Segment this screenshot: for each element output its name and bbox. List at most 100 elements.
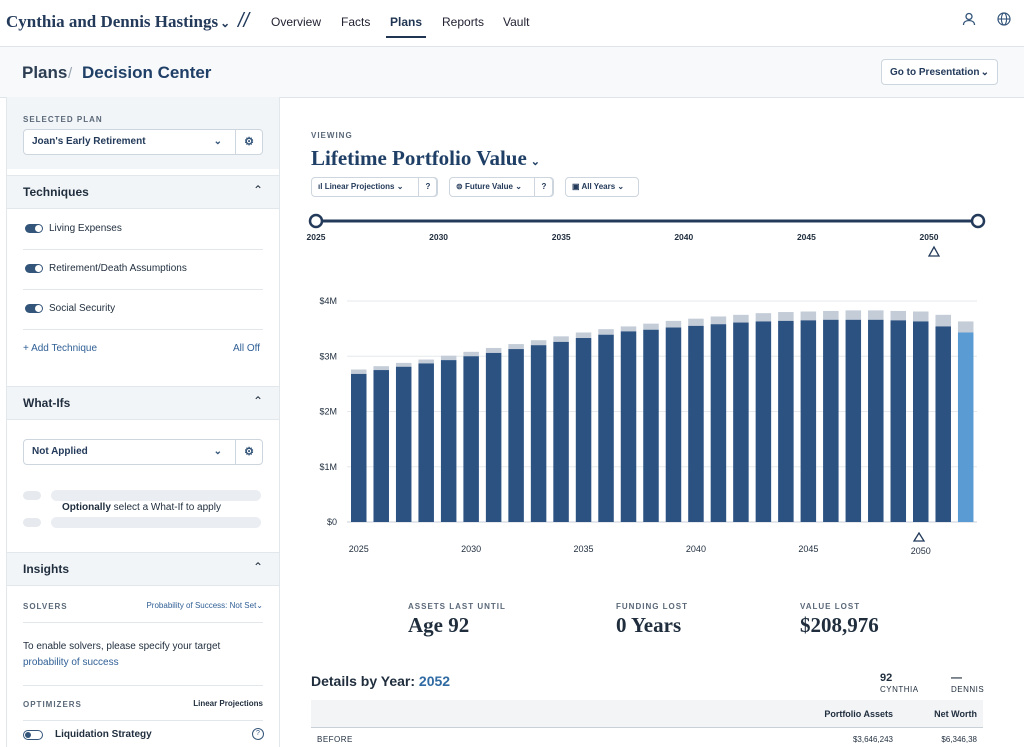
bar-top-segment[interactable] bbox=[508, 344, 524, 350]
bar[interactable] bbox=[710, 324, 727, 522]
bar[interactable] bbox=[688, 325, 704, 522]
view-title-dropdown[interactable]: Lifetime Portfolio Value ⌄ bbox=[311, 146, 540, 171]
bar[interactable] bbox=[845, 319, 862, 522]
bar-top-segment[interactable] bbox=[913, 311, 929, 322]
year-range-slider[interactable]: 2025 2030 2035 2040 2045 2050 bbox=[300, 205, 1000, 265]
gear-icon[interactable]: ⚙ bbox=[235, 440, 262, 464]
bar[interactable] bbox=[935, 326, 951, 522]
placeholder-toggle bbox=[23, 491, 41, 500]
technique-living-expenses[interactable]: Living Expenses bbox=[23, 210, 263, 250]
nav-facts[interactable]: Facts bbox=[341, 15, 371, 29]
technique-retirement-death[interactable]: Retirement/Death Assumptions bbox=[23, 250, 263, 290]
toggle-off-icon[interactable] bbox=[23, 727, 43, 740]
bar[interactable] bbox=[485, 352, 502, 522]
bar[interactable] bbox=[643, 329, 659, 522]
bar[interactable] bbox=[800, 320, 817, 522]
year-range-select[interactable]: ▣ All Years ⌄ bbox=[565, 177, 639, 197]
bar[interactable] bbox=[868, 319, 884, 522]
bar-top-segment[interactable] bbox=[418, 359, 434, 364]
bar[interactable] bbox=[418, 363, 434, 522]
solvers-dropdown[interactable]: Probability of Success: Not Set⌄ bbox=[146, 601, 263, 610]
nav-overview[interactable]: Overview bbox=[271, 15, 322, 29]
bar-top-segment[interactable] bbox=[868, 310, 884, 320]
bar[interactable] bbox=[957, 332, 974, 522]
bar-top-segment[interactable] bbox=[530, 340, 547, 346]
bar-top-segment[interactable] bbox=[598, 329, 614, 335]
household-switcher[interactable]: Cynthia and Dennis Hastings ⌄ bbox=[6, 12, 230, 32]
projection-type-select[interactable]: ıl Linear Projections ⌄ ? bbox=[311, 177, 438, 197]
all-off-link[interactable]: All Off bbox=[233, 343, 261, 354]
details-year[interactable]: 2052 bbox=[418, 673, 451, 689]
bar-top-segment[interactable] bbox=[755, 313, 772, 322]
dennis-name: DENNIS bbox=[951, 685, 985, 694]
bar[interactable] bbox=[620, 331, 637, 522]
bar-top-segment[interactable] bbox=[575, 332, 592, 339]
bar-top-segment[interactable] bbox=[553, 336, 569, 342]
bar-top-segment[interactable] bbox=[485, 347, 502, 353]
col-net-worth[interactable]: Net Worth bbox=[934, 709, 977, 719]
bar[interactable] bbox=[890, 320, 907, 522]
probability-of-success-link[interactable]: probability of success bbox=[23, 657, 119, 668]
bar-top-segment[interactable] bbox=[845, 310, 862, 320]
bar-top-segment[interactable] bbox=[395, 362, 412, 367]
nav-vault[interactable]: Vault bbox=[503, 15, 530, 29]
bar[interactable] bbox=[575, 338, 592, 522]
bar[interactable] bbox=[665, 327, 682, 522]
what-if-hint: Optionally select a What-If to apply bbox=[62, 502, 221, 513]
bar-top-segment[interactable] bbox=[351, 369, 367, 374]
bar-top-segment[interactable] bbox=[800, 311, 817, 321]
add-technique-link[interactable]: + Add Technique bbox=[23, 343, 98, 354]
bar-top-segment[interactable] bbox=[665, 320, 682, 328]
go-to-presentation-button[interactable]: Go to Presentation ⌄ bbox=[881, 59, 998, 85]
value-type-select[interactable]: ⊜ Future Value ⌄ ? bbox=[449, 177, 554, 197]
what-ifs-header[interactable]: What-Ifs ⌃ bbox=[7, 386, 279, 420]
toggle-switch[interactable] bbox=[25, 264, 43, 273]
bar-top-segment[interactable] bbox=[935, 314, 951, 327]
bar[interactable] bbox=[351, 373, 367, 522]
user-icon[interactable] bbox=[960, 12, 978, 30]
bar-top-segment[interactable] bbox=[620, 326, 637, 332]
bar-top-segment[interactable] bbox=[733, 314, 749, 323]
bar-top-segment[interactable] bbox=[957, 321, 974, 333]
bar[interactable] bbox=[823, 319, 839, 522]
bar[interactable] bbox=[778, 320, 794, 522]
bar[interactable] bbox=[598, 334, 614, 522]
help-icon[interactable]: ? bbox=[252, 728, 264, 740]
insights-header[interactable]: Insights ⌃ bbox=[7, 552, 279, 586]
techniques-header[interactable]: Techniques ⌃ bbox=[7, 175, 279, 209]
bar[interactable] bbox=[395, 366, 412, 522]
bar[interactable] bbox=[733, 322, 749, 522]
toggle-switch[interactable] bbox=[25, 304, 43, 313]
bar[interactable] bbox=[530, 345, 547, 522]
bar-top-segment[interactable] bbox=[688, 318, 704, 326]
what-if-select[interactable]: Not Applied ⌄ ⚙ bbox=[23, 439, 263, 465]
bar-top-segment[interactable] bbox=[643, 323, 659, 330]
bar[interactable] bbox=[440, 360, 457, 522]
bar-top-segment[interactable] bbox=[463, 351, 479, 357]
bar-top-segment[interactable] bbox=[440, 355, 457, 361]
bar[interactable] bbox=[463, 356, 479, 522]
bar[interactable] bbox=[373, 370, 389, 522]
slider-end-handle[interactable] bbox=[970, 213, 986, 229]
bar-top-segment[interactable] bbox=[823, 310, 839, 320]
bar-top-segment[interactable] bbox=[890, 310, 907, 321]
bar[interactable] bbox=[553, 341, 569, 522]
help-icon[interactable]: ? bbox=[418, 177, 438, 197]
selected-plan-select[interactable]: Joan's Early Retirement ⌄ ⚙ bbox=[23, 129, 263, 155]
bar[interactable] bbox=[508, 349, 524, 522]
col-portfolio-assets[interactable]: Portfolio Assets bbox=[824, 709, 893, 719]
breadcrumb-plans[interactable]: Plans bbox=[22, 63, 68, 82]
gear-icon[interactable]: ⚙ bbox=[235, 130, 262, 154]
bar[interactable] bbox=[913, 321, 929, 522]
help-icon[interactable]: ? bbox=[534, 177, 554, 197]
bar-top-segment[interactable] bbox=[710, 316, 727, 325]
bar-top-segment[interactable] bbox=[373, 366, 389, 371]
toggle-switch[interactable] bbox=[25, 224, 43, 233]
nav-plans[interactable]: Plans bbox=[385, 15, 427, 38]
slider-start-handle[interactable] bbox=[308, 213, 324, 229]
globe-icon[interactable] bbox=[995, 12, 1013, 30]
bar[interactable] bbox=[755, 321, 772, 522]
nav-reports[interactable]: Reports bbox=[442, 15, 485, 29]
bar-top-segment[interactable] bbox=[778, 312, 794, 321]
technique-social-security[interactable]: Social Security bbox=[23, 290, 263, 330]
